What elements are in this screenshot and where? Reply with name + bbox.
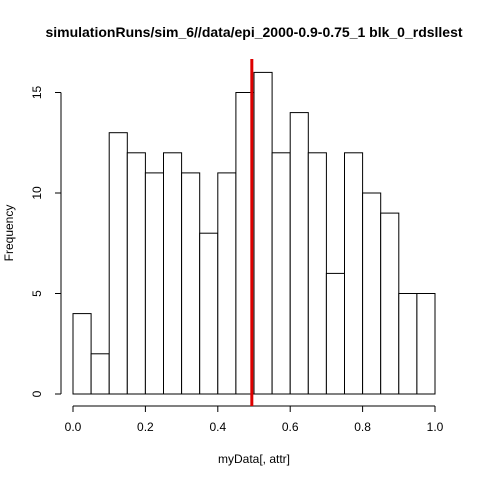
histogram-bar [289,112,309,395]
histogram-bar [307,152,327,395]
histogram-bar [344,152,364,395]
y-axis: 0 5 10 15 [30,86,62,397]
x-tick-label: 0.6 [282,420,299,434]
histogram-bar [126,152,146,395]
y-tick-label: 0 [30,390,44,397]
histogram-bar [72,313,92,395]
histogram-bar [181,172,201,395]
histogram-bar [108,132,128,395]
chart-title: simulationRuns/sim_6//data/epi_2000-0.9-… [45,24,462,40]
histogram-bar [199,232,219,395]
x-axis-label: myData[, attr] [218,452,290,466]
x-tick-label: 0.2 [137,420,154,434]
x-axis: 0.0 0.2 0.4 0.6 0.8 1.0 [65,405,444,434]
histogram-bar [380,212,400,395]
x-tick-label: 0.0 [65,420,82,434]
histogram-bar [90,353,110,395]
histogram-bar [271,152,291,395]
histogram-bar [398,293,418,395]
bars-layer [72,71,436,395]
y-tick-label: 15 [30,86,44,100]
histogram-bar [144,172,164,395]
histogram-bar [416,293,436,395]
x-tick-label: 0.8 [354,420,371,434]
x-tick-label: 0.4 [209,420,226,434]
x-tick-label: 1.0 [427,420,444,434]
histogram-bar [325,272,345,395]
histogram-bar [217,172,237,395]
histogram-bar [253,71,273,395]
histogram-bar [163,152,183,395]
y-tick-label: 10 [30,186,44,200]
histogram-bar [362,192,382,395]
y-tick-label: 5 [30,290,44,297]
y-axis-label: Frequency [2,205,16,262]
